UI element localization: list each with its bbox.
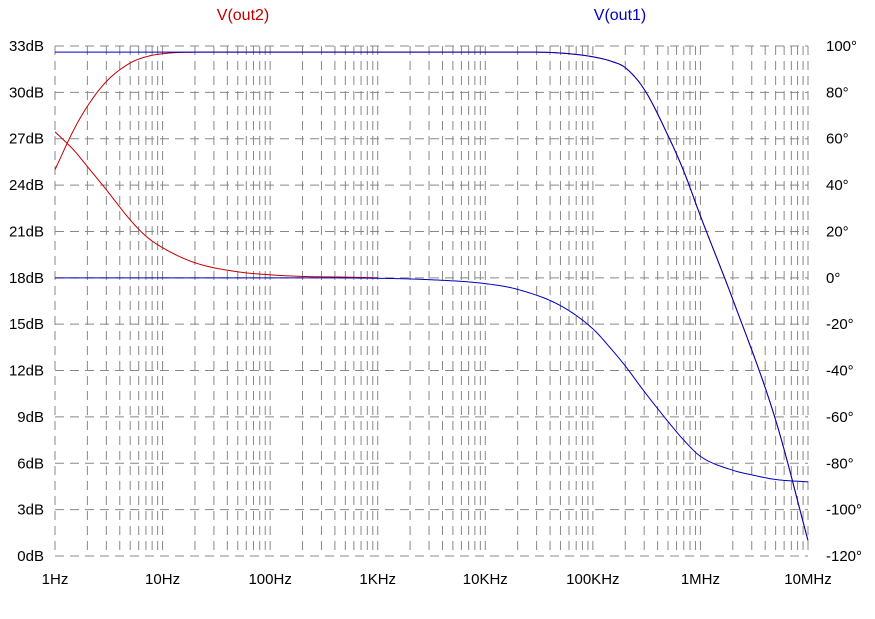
x-tick-label: 10KHz bbox=[463, 571, 508, 588]
y-left-tick-label: 3dB bbox=[17, 502, 44, 519]
y-right-tick-label: 100° bbox=[826, 38, 857, 55]
out1-phase-curve bbox=[55, 277, 809, 483]
y-right-tick-label: 80° bbox=[826, 84, 849, 101]
y-left-tick-label: 33dB bbox=[9, 38, 44, 55]
left-axis-ticks: 0dB 3dB 6dB 9dB 12dB 15dB 18dB 21dB 24dB 27dB 30dB… bbox=[9, 38, 44, 565]
y-left-tick-label: 0dB bbox=[17, 548, 44, 565]
out1-magnitude-curve bbox=[55, 51, 809, 541]
out2-phase-curve bbox=[54, 131, 378, 279]
x-tick-label: 1Hz bbox=[42, 571, 69, 588]
legend-out2: V(out2) bbox=[217, 7, 269, 24]
y-right-tick-label: -120° bbox=[826, 548, 862, 565]
y-left-tick-label: 18dB bbox=[9, 270, 44, 287]
x-tick-label: 100Hz bbox=[248, 571, 291, 588]
x-axis-ticks: 1Hz 10Hz 100Hz 1KHz 10KHz 100KHz 1MHz 10MHz bbox=[42, 571, 832, 588]
y-left-tick-label: 12dB bbox=[9, 363, 44, 380]
y-left-tick-label: 21dB bbox=[9, 223, 44, 240]
vertical-gridlines bbox=[54, 46, 809, 556]
y-left-tick-label: 6dB bbox=[17, 455, 44, 472]
series-curves bbox=[54, 51, 809, 541]
x-tick-label: 1MHz bbox=[681, 571, 720, 588]
x-tick-label: 10Hz bbox=[145, 571, 180, 588]
y-right-tick-label: -80° bbox=[826, 455, 854, 472]
y-right-tick-label: 40° bbox=[826, 177, 849, 194]
y-left-tick-label: 15dB bbox=[9, 316, 44, 333]
x-tick-label: 10MHz bbox=[784, 571, 832, 588]
y-right-tick-label: -20° bbox=[826, 316, 854, 333]
y-left-tick-label: 30dB bbox=[9, 84, 44, 101]
y-right-tick-label: 20° bbox=[826, 223, 849, 240]
right-axis-ticks: 100° 80° 60° 40° 20° 0° -20° -40° -60° -80° -100° -… bbox=[826, 38, 862, 565]
y-right-tick-label: -40° bbox=[826, 363, 854, 380]
y-right-tick-label: -100° bbox=[826, 502, 862, 519]
y-left-tick-label: 9dB bbox=[17, 409, 44, 426]
y-left-tick-label: 24dB bbox=[9, 177, 44, 194]
y-right-tick-label: 0° bbox=[826, 270, 840, 287]
y-right-tick-label: 60° bbox=[826, 131, 849, 148]
x-tick-label: 1KHz bbox=[359, 571, 396, 588]
x-tick-label: 100KHz bbox=[566, 571, 619, 588]
y-left-tick-label: 27dB bbox=[9, 131, 44, 148]
y-right-tick-label: -60° bbox=[826, 409, 854, 426]
legend-out1: V(out1) bbox=[594, 7, 646, 24]
